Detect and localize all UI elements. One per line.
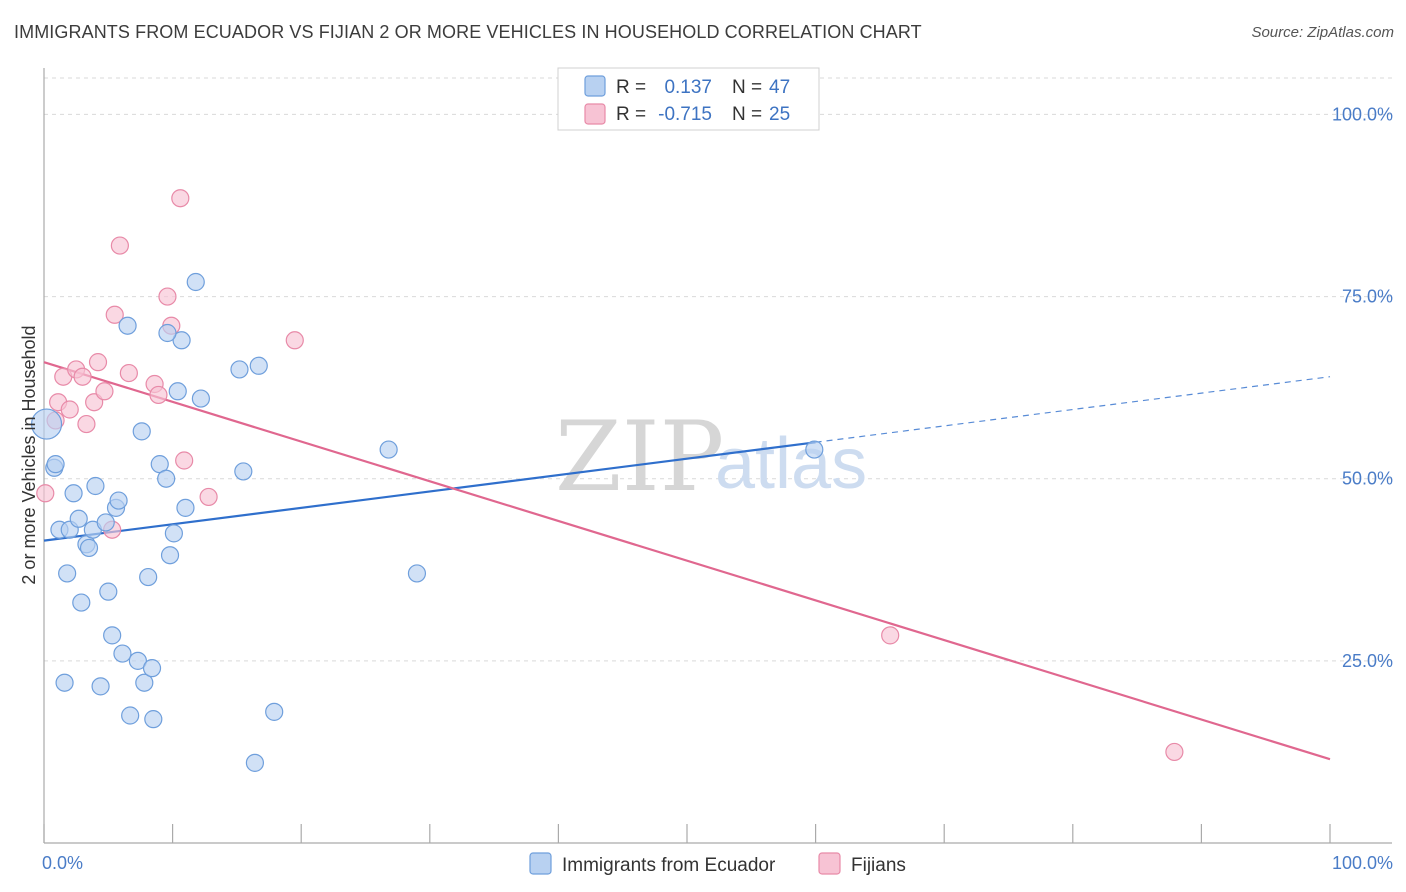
ecuador-point-28 bbox=[144, 710, 163, 729]
fijians-point-0 bbox=[36, 484, 55, 503]
trend-line-ecuador-extension bbox=[815, 376, 1331, 443]
ecuador-point-15 bbox=[96, 513, 115, 532]
fijians-point-12 bbox=[105, 305, 124, 324]
fijians-point-22 bbox=[285, 331, 304, 350]
watermark: ZIP atlas bbox=[555, 401, 867, 513]
ecuador-point-31 bbox=[160, 546, 180, 565]
series-label-ecuador: Immigrants from Ecuador bbox=[562, 855, 776, 876]
ecuador-point-24 bbox=[132, 422, 151, 441]
series-swatch-ecuador bbox=[529, 852, 552, 875]
y-tick-label-50: 50.0% bbox=[1342, 469, 1393, 489]
ecuador-point-13 bbox=[86, 476, 105, 496]
legend-r-value-blue: 0.137 bbox=[664, 77, 712, 98]
ecuador-point-41 bbox=[245, 753, 265, 772]
ecuador-point-22 bbox=[121, 706, 140, 725]
legend-n-value-blue: 47 bbox=[769, 77, 790, 98]
ecuador-point-34 bbox=[172, 331, 191, 350]
ecuador-point-26 bbox=[139, 567, 158, 587]
correlation-legend: R = 0.137 N = 47 R = -0.715 N = 25 bbox=[557, 67, 820, 131]
ecuador-point-17 bbox=[103, 626, 122, 645]
ecuador-point-21 bbox=[118, 316, 137, 335]
y-tick-label-100: 100.0% bbox=[1332, 104, 1393, 124]
fijians-point-6 bbox=[73, 367, 92, 386]
y-axis-label: 2 or more Vehicles in Household bbox=[19, 325, 39, 584]
fijians-point-21 bbox=[199, 487, 218, 507]
chart-title: IMMIGRANTS FROM ECUADOR VS FIJIAN 2 OR M… bbox=[14, 22, 922, 42]
ecuador-point-8 bbox=[69, 509, 88, 528]
trend-lines bbox=[43, 361, 1331, 761]
fijians-point-17 bbox=[158, 287, 177, 306]
ecuador-point-7 bbox=[64, 484, 83, 503]
legend-swatch-blue bbox=[584, 75, 606, 97]
fijians-point-13 bbox=[110, 236, 129, 255]
x-tick-label-min: 0.0% bbox=[42, 853, 83, 873]
ecuador-point-44 bbox=[379, 440, 398, 459]
y-tick-label-25: 25.0% bbox=[1342, 651, 1393, 671]
axes bbox=[43, 68, 1392, 844]
fijians-point-19 bbox=[171, 189, 190, 208]
ecuador-point-14 bbox=[91, 677, 110, 696]
ecuador-point-30 bbox=[157, 469, 176, 488]
trend-line-fijians bbox=[43, 361, 1331, 761]
ecuador-point-36 bbox=[176, 498, 195, 517]
legend-r-label-pink: R = bbox=[616, 104, 646, 125]
ecuador-point-45 bbox=[407, 564, 427, 583]
legend-r-label-blue: R = bbox=[616, 77, 646, 98]
ecuador-point-35 bbox=[158, 323, 177, 343]
series-swatch-fijians bbox=[818, 852, 841, 875]
ecuador-point-19 bbox=[109, 491, 128, 510]
fijians-point-20 bbox=[175, 451, 194, 470]
fijians-point-16 bbox=[149, 385, 168, 405]
legend-swatch-pink bbox=[584, 103, 606, 125]
ecuador-point-25 bbox=[135, 673, 154, 692]
ecuador-point-27 bbox=[142, 659, 162, 678]
fijians-point-4 bbox=[60, 400, 79, 419]
fijians-point-9 bbox=[88, 353, 108, 372]
ecuador-point-4 bbox=[58, 564, 77, 583]
ecuador-point-0 bbox=[30, 408, 63, 440]
data-points bbox=[30, 189, 1184, 772]
legend-r-value-pink: -0.715 bbox=[658, 104, 712, 125]
ecuador-point-23 bbox=[128, 651, 147, 670]
series-label-fijians: Fijians bbox=[851, 855, 906, 876]
ecuador-point-9 bbox=[72, 593, 91, 612]
x-tick-label-max: 100.0% bbox=[1332, 853, 1393, 873]
fijians-point-24 bbox=[1165, 742, 1184, 762]
fijians-point-10 bbox=[95, 382, 114, 401]
fijians-point-14 bbox=[119, 363, 138, 383]
ecuador-point-40 bbox=[234, 462, 253, 481]
source-label: Source: ZipAtlas.com bbox=[1251, 24, 1394, 41]
ecuador-point-38 bbox=[191, 389, 210, 408]
ecuador-point-2 bbox=[46, 455, 65, 474]
ecuador-point-11 bbox=[79, 538, 99, 558]
y-tick-label-75: 75.0% bbox=[1342, 287, 1393, 307]
ecuador-point-20 bbox=[113, 644, 132, 663]
ecuador-point-33 bbox=[168, 382, 187, 401]
legend-n-value-pink: 25 bbox=[769, 104, 790, 125]
trend-line-ecuador bbox=[43, 441, 816, 542]
legend-n-label-pink: N = bbox=[732, 104, 762, 125]
ecuador-point-37 bbox=[186, 272, 205, 292]
legend-n-label-blue: N = bbox=[732, 77, 762, 98]
fijians-point-23 bbox=[881, 626, 900, 645]
ecuador-point-39 bbox=[230, 360, 249, 379]
series-legend: Immigrants from Ecuador Fijians bbox=[529, 852, 906, 876]
fijians-point-7 bbox=[77, 414, 96, 434]
ecuador-point-5 bbox=[55, 673, 74, 692]
ecuador-point-46 bbox=[805, 440, 824, 459]
ecuador-point-42 bbox=[249, 356, 268, 375]
ecuador-point-32 bbox=[164, 524, 183, 543]
watermark-atlas: atlas bbox=[715, 424, 867, 504]
tick-labels: 25.0% 50.0% 75.0% 100.0% 0.0% 100.0% bbox=[42, 104, 1393, 873]
ecuador-point-16 bbox=[99, 582, 118, 601]
ecuador-point-43 bbox=[265, 702, 284, 721]
